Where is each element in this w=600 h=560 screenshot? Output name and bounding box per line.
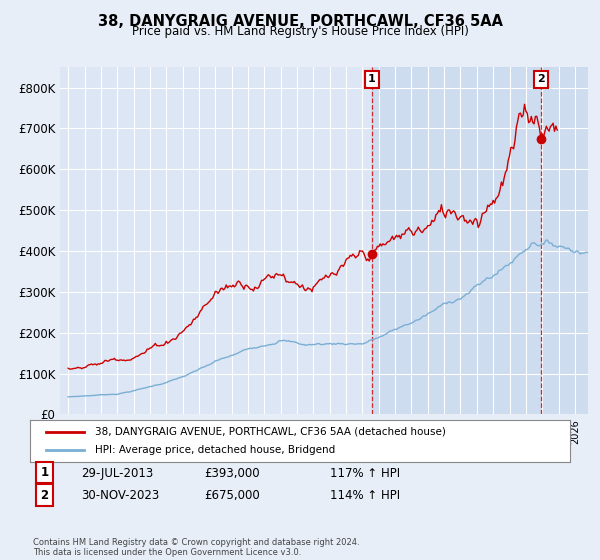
Text: 2: 2: [40, 488, 49, 502]
Bar: [372, 67, 588, 414]
Text: Price paid vs. HM Land Registry's House Price Index (HPI): Price paid vs. HM Land Registry's House …: [131, 25, 469, 38]
Text: 29-JUL-2013: 29-JUL-2013: [81, 466, 153, 480]
Text: £675,000: £675,000: [204, 489, 260, 502]
Text: 2: 2: [537, 74, 545, 85]
Text: 114% ↑ HPI: 114% ↑ HPI: [330, 489, 400, 502]
Text: 1: 1: [40, 466, 49, 479]
Text: HPI: Average price, detached house, Bridgend: HPI: Average price, detached house, Brid…: [95, 445, 335, 455]
Text: 38, DANYGRAIG AVENUE, PORTHCAWL, CF36 5AA (detached house): 38, DANYGRAIG AVENUE, PORTHCAWL, CF36 5A…: [95, 427, 446, 437]
Text: 30-NOV-2023: 30-NOV-2023: [81, 489, 159, 502]
Text: 117% ↑ HPI: 117% ↑ HPI: [330, 466, 400, 480]
Text: 1: 1: [368, 74, 376, 85]
Text: Contains HM Land Registry data © Crown copyright and database right 2024.
This d: Contains HM Land Registry data © Crown c…: [33, 538, 359, 557]
Text: £393,000: £393,000: [204, 466, 260, 480]
Text: 38, DANYGRAIG AVENUE, PORTHCAWL, CF36 5AA: 38, DANYGRAIG AVENUE, PORTHCAWL, CF36 5A…: [97, 14, 503, 29]
